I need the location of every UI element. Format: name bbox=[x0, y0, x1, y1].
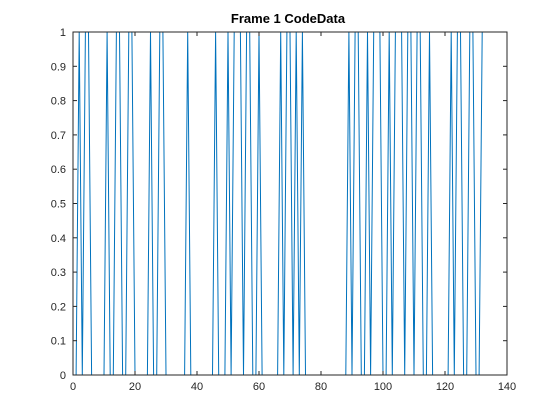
x-tick-label: 60 bbox=[253, 381, 265, 393]
x-tick-label: 120 bbox=[436, 381, 454, 393]
series-line-0 bbox=[75, 31, 483, 376]
y-axis: 0 0.1 0.2 0.3 0.4 0.5 0.6 0.7 0.8 0.9 1 bbox=[51, 27, 507, 382]
x-tick-label: 80 bbox=[315, 381, 327, 393]
y-tick-label: 1 bbox=[60, 27, 66, 39]
x-tick-label: 40 bbox=[191, 381, 203, 393]
x-tick-label: 140 bbox=[498, 381, 516, 393]
y-tick-label: 0.5 bbox=[51, 199, 66, 211]
chart-title: Frame 1 CodeData bbox=[231, 11, 346, 26]
plot-series bbox=[75, 31, 483, 376]
y-tick-label: 0.1 bbox=[51, 336, 66, 348]
y-tick-label: 0.4 bbox=[51, 233, 66, 245]
y-tick-label: 0.9 bbox=[51, 61, 66, 73]
x-tick-label: 100 bbox=[374, 381, 392, 393]
y-tick-label: 0.3 bbox=[51, 267, 66, 279]
x-tick-label: 20 bbox=[129, 381, 141, 393]
y-tick-label: 0.7 bbox=[51, 130, 66, 142]
y-tick-label: 0 bbox=[60, 370, 66, 382]
y-tick-label: 0.8 bbox=[51, 96, 66, 108]
x-axis: 0 20 40 60 80 100 120 140 bbox=[70, 32, 516, 393]
y-tick-label: 0.2 bbox=[51, 301, 66, 313]
x-tick-label: 0 bbox=[70, 381, 76, 393]
y-tick-label: 0.6 bbox=[51, 164, 66, 176]
